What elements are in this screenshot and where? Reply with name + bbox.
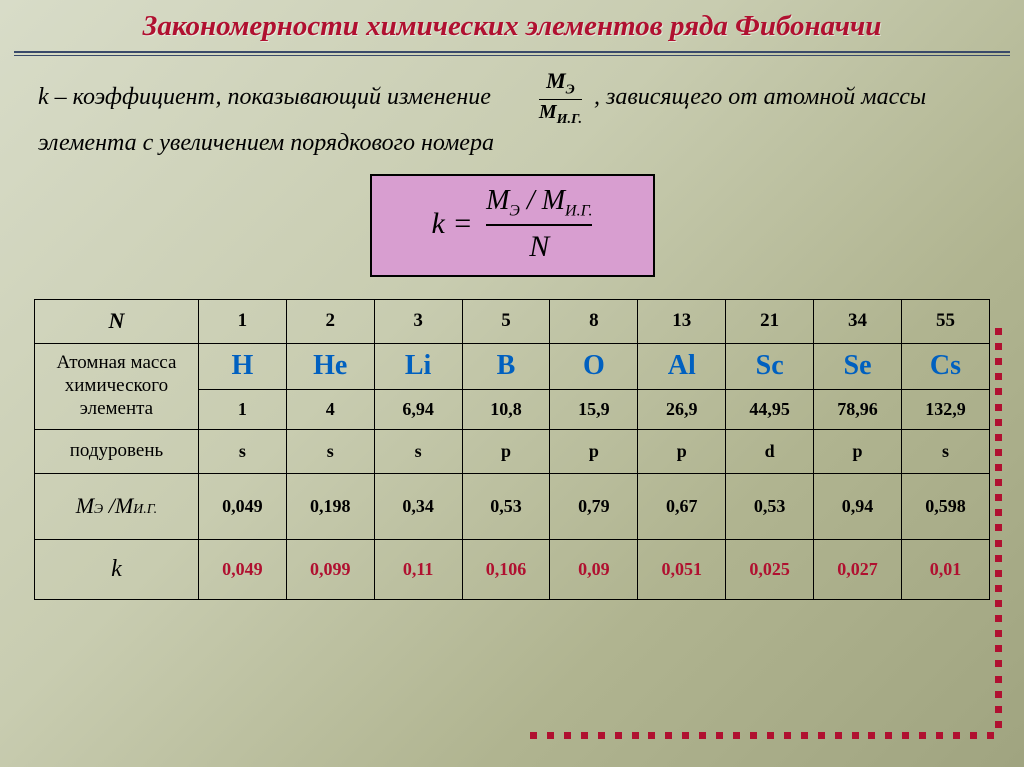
cell-symbol: He bbox=[286, 343, 374, 389]
cell-n: 3 bbox=[374, 299, 462, 343]
cell-symbol: Cs bbox=[901, 343, 989, 389]
lbl-ratio-s1: Э bbox=[94, 502, 103, 517]
cell-symbol: H bbox=[198, 343, 286, 389]
cell-n: 34 bbox=[814, 299, 902, 343]
cell-n: 13 bbox=[638, 299, 726, 343]
cell-mass: 4 bbox=[286, 389, 374, 429]
lbl-mass: Атомная масса химического элемента bbox=[35, 343, 199, 429]
formula-num-m1: M bbox=[486, 185, 509, 216]
ratio-den-sub: И.Г. bbox=[557, 112, 582, 127]
formula-den: N bbox=[486, 224, 592, 263]
formula-num-m2: M bbox=[542, 185, 565, 216]
formula-k: k bbox=[432, 207, 445, 241]
cell-k: 0,106 bbox=[462, 539, 550, 599]
cell-ratio: 0,79 bbox=[550, 473, 638, 539]
lbl-k: k bbox=[35, 539, 199, 599]
ratio-num-m: M bbox=[546, 68, 566, 93]
cell-n: 21 bbox=[726, 299, 814, 343]
cell-sublevel: p bbox=[814, 429, 902, 473]
formula-box: k = MЭ / MИ.Г. N bbox=[370, 174, 655, 277]
cell-k: 0,099 bbox=[286, 539, 374, 599]
lbl-ratio-m2: M bbox=[115, 493, 133, 518]
formula-eq: = bbox=[452, 207, 472, 241]
lbl-sublevel: подуровень bbox=[35, 429, 199, 473]
cell-k: 0,051 bbox=[638, 539, 726, 599]
cell-ratio: 0,67 bbox=[638, 473, 726, 539]
cell-sublevel: s bbox=[198, 429, 286, 473]
cell-ratio: 0,598 bbox=[901, 473, 989, 539]
cell-symbol: Sc bbox=[726, 343, 814, 389]
cell-ratio: 0,198 bbox=[286, 473, 374, 539]
cell-mass: 78,96 bbox=[814, 389, 902, 429]
cell-ratio: 0,53 bbox=[726, 473, 814, 539]
cell-k: 0,025 bbox=[726, 539, 814, 599]
formula-fraction: MЭ / MИ.Г. N bbox=[486, 186, 592, 263]
cell-symbol: Al bbox=[638, 343, 726, 389]
page-title: Закономерности химических элементов ряда… bbox=[0, 0, 1024, 51]
cell-symbol: O bbox=[550, 343, 638, 389]
formula-num-s2: И.Г. bbox=[565, 202, 592, 219]
cell-k: 0,049 bbox=[198, 539, 286, 599]
cell-sublevel: p bbox=[550, 429, 638, 473]
table-row: N 1 2 3 5 8 13 21 34 55 bbox=[35, 299, 990, 343]
cell-n: 1 bbox=[198, 299, 286, 343]
cell-symbol: Li bbox=[374, 343, 462, 389]
ratio-num-sub: Э bbox=[566, 82, 575, 97]
lbl-ratio: MЭ /MИ.Г. bbox=[35, 473, 199, 539]
ratio-den-m: M bbox=[539, 101, 557, 123]
decor-dots-bottom bbox=[530, 732, 994, 739]
cell-k: 0,09 bbox=[550, 539, 638, 599]
desc-part1: k – коэффициент, показывающий изменение bbox=[38, 84, 491, 110]
cell-sublevel: s bbox=[901, 429, 989, 473]
cell-n: 2 bbox=[286, 299, 374, 343]
cell-ratio: 0,34 bbox=[374, 473, 462, 539]
formula-num-s1: Э bbox=[509, 202, 519, 219]
divider-1 bbox=[14, 51, 1010, 53]
cell-mass: 132,9 bbox=[901, 389, 989, 429]
cell-n: 55 bbox=[901, 299, 989, 343]
cell-sublevel: s bbox=[286, 429, 374, 473]
cell-sublevel: p bbox=[462, 429, 550, 473]
cell-ratio: 0,049 bbox=[198, 473, 286, 539]
table-row: Атомная масса химического элемента H He … bbox=[35, 343, 990, 389]
cell-sublevel: p bbox=[638, 429, 726, 473]
cell-symbol: B bbox=[462, 343, 550, 389]
cell-mass: 15,9 bbox=[550, 389, 638, 429]
cell-k: 0,11 bbox=[374, 539, 462, 599]
table-row: подуровень s s s p p p d p s bbox=[35, 429, 990, 473]
ratio-inline: MЭ MИ.Г. bbox=[539, 70, 582, 127]
cell-mass: 44,95 bbox=[726, 389, 814, 429]
lbl-ratio-slash: / bbox=[103, 493, 115, 518]
lbl-ratio-m1: M bbox=[76, 493, 94, 518]
decor-dots-right bbox=[995, 328, 1005, 728]
formula-slash: / bbox=[520, 185, 542, 216]
cell-ratio: 0,53 bbox=[462, 473, 550, 539]
cell-sublevel: d bbox=[726, 429, 814, 473]
cell-k: 0,027 bbox=[814, 539, 902, 599]
cell-mass: 1 bbox=[198, 389, 286, 429]
cell-symbol: Se bbox=[814, 343, 902, 389]
cell-mass: 6,94 bbox=[374, 389, 462, 429]
cell-sublevel: s bbox=[374, 429, 462, 473]
cell-n: 8 bbox=[550, 299, 638, 343]
data-table: N 1 2 3 5 8 13 21 34 55 Атомная масса хи… bbox=[34, 299, 990, 600]
table-row: k 0,049 0,099 0,11 0,106 0,09 0,051 0,02… bbox=[35, 539, 990, 599]
cell-mass: 26,9 bbox=[638, 389, 726, 429]
table-wrap: N 1 2 3 5 8 13 21 34 55 Атомная масса хи… bbox=[34, 299, 990, 600]
cell-ratio: 0,94 bbox=[814, 473, 902, 539]
cell-k: 0,01 bbox=[901, 539, 989, 599]
lbl-ratio-s2: И.Г. bbox=[133, 502, 157, 517]
cell-mass: 10,8 bbox=[462, 389, 550, 429]
table-row: MЭ /MИ.Г. 0,049 0,198 0,34 0,53 0,79 0,6… bbox=[35, 473, 990, 539]
lbl-n: N bbox=[35, 299, 199, 343]
description: k – коэффициент, показывающий изменение … bbox=[0, 56, 1024, 160]
cell-n: 5 bbox=[462, 299, 550, 343]
